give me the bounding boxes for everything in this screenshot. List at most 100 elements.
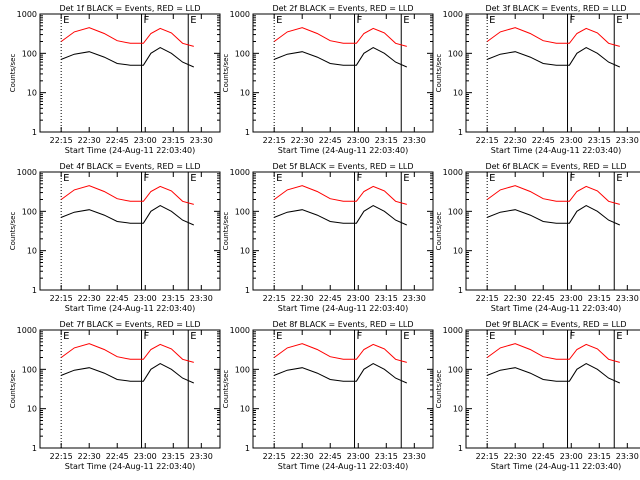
marker-label: E [63, 173, 69, 184]
y-tick-label: 1 [458, 444, 463, 453]
x-tick-label: 23:30 [403, 294, 426, 303]
marker-label: E [489, 173, 495, 184]
x-tick-label: 23:30 [616, 452, 639, 461]
x-tick-label: 22:45 [532, 452, 555, 461]
x-tick-label: 23:15 [162, 294, 185, 303]
marker-label: F [357, 331, 363, 342]
y-tick-label: 1 [458, 286, 463, 295]
y-tick-label: 100 [235, 365, 250, 374]
series-line-events [274, 47, 408, 68]
x-tick-label: 22:15 [50, 136, 73, 145]
marker-label: F [570, 173, 576, 184]
series-line-lld [273, 27, 407, 47]
x-tick-label: 23:15 [375, 136, 398, 145]
x-tick-label: 23:15 [588, 452, 611, 461]
plot-frame [39, 329, 221, 449]
series-line-lld [273, 343, 407, 363]
x-tick-label: 23:30 [190, 452, 213, 461]
marker-label: F [357, 173, 363, 184]
series-line-lld [60, 343, 194, 363]
x-tick-label: 23:00 [134, 452, 157, 461]
marker-label: F [357, 15, 363, 26]
marker-label: E [190, 15, 196, 26]
y-tick-label: 100 [22, 207, 37, 216]
marker-label: F [144, 15, 150, 26]
series-line-lld [486, 185, 620, 205]
marker-label: E [489, 15, 495, 26]
marker-label: E [276, 173, 282, 184]
y-tick-label: 100 [448, 207, 463, 216]
x-axis-label: Start Time (24-Aug-11 22:03:40) [278, 304, 409, 313]
marker-label: E [616, 173, 622, 184]
panel-title: Det 8f BLACK = Events, RED = LLD [272, 320, 413, 329]
y-tick-label: 1 [32, 128, 37, 137]
x-tick-label: 22:15 [476, 452, 499, 461]
x-tick-label: 23:15 [375, 294, 398, 303]
series-line-lld [486, 343, 620, 363]
x-tick-label: 23:30 [403, 452, 426, 461]
y-tick-label: 1000 [230, 326, 250, 335]
x-tick-label: 23:15 [588, 294, 611, 303]
y-tick-label: 10 [453, 247, 463, 256]
marker-label: E [403, 15, 409, 26]
panel-det-4: Det 4f BLACK = Events, RED = LLD 1 10 100 10… [9, 162, 221, 313]
x-tick-label: 23:15 [162, 136, 185, 145]
marker-label: E [276, 15, 282, 26]
plot-frame [252, 329, 434, 449]
x-tick-label: 23:30 [616, 294, 639, 303]
panel-det-8: Det 8f BLACK = Events, RED = LLD 1 10 100 10… [222, 320, 434, 471]
y-axis-label: Counts/sec [435, 54, 443, 93]
series-line-events [61, 363, 195, 384]
y-tick-label: 1000 [443, 326, 463, 335]
y-tick-label: 10 [27, 247, 37, 256]
panel-det-1: Det 1f BLACK = Events, RED = LLD 1 10 100 10… [9, 4, 221, 155]
series-line-events [61, 205, 195, 226]
x-tick-label: 23:00 [134, 294, 157, 303]
y-tick-label: 100 [448, 49, 463, 58]
panel-det-2: Det 2f BLACK = Events, RED = LLD 1 10 100 10… [222, 4, 434, 155]
y-axis-label: Counts/sec [222, 54, 230, 93]
panel-title: Det 9f BLACK = Events, RED = LLD [485, 320, 626, 329]
panel-title: Det 2f BLACK = Events, RED = LLD [272, 4, 413, 13]
plot-frame [465, 171, 640, 291]
x-tick-label: 23:00 [560, 452, 583, 461]
y-tick-label: 10 [240, 405, 250, 414]
x-tick-label: 22:45 [106, 452, 129, 461]
y-tick-label: 1 [32, 444, 37, 453]
series-line-events [274, 363, 408, 384]
y-axis-label: Counts/sec [435, 212, 443, 251]
y-tick-label: 10 [240, 247, 250, 256]
panel-det-7: Det 7f BLACK = Events, RED = LLD 1 10 100 10… [9, 320, 221, 471]
x-axis-label: Start Time (24-Aug-11 22:03:40) [491, 304, 622, 313]
x-tick-label: 23:00 [134, 136, 157, 145]
panel-title: Det 4f BLACK = Events, RED = LLD [59, 162, 200, 171]
x-tick-label: 23:00 [560, 294, 583, 303]
x-tick-label: 22:30 [291, 294, 314, 303]
x-axis-label: Start Time (24-Aug-11 22:03:40) [65, 304, 196, 313]
x-tick-label: 23:30 [190, 294, 213, 303]
x-tick-label: 22:30 [78, 294, 101, 303]
x-axis-label: Start Time (24-Aug-11 22:03:40) [65, 146, 196, 155]
x-tick-label: 22:15 [263, 136, 286, 145]
marker-label: E [489, 331, 495, 342]
y-axis-label: Counts/sec [435, 370, 443, 409]
x-tick-label: 22:15 [50, 294, 73, 303]
x-axis-label: Start Time (24-Aug-11 22:03:40) [278, 462, 409, 471]
y-tick-label: 1000 [17, 326, 37, 335]
x-tick-label: 22:30 [504, 294, 527, 303]
x-tick-label: 22:45 [106, 136, 129, 145]
x-tick-label: 22:15 [263, 452, 286, 461]
marker-label: F [144, 331, 150, 342]
plot-frame [39, 13, 221, 133]
x-tick-label: 23:30 [616, 136, 639, 145]
marker-label: F [144, 173, 150, 184]
x-tick-label: 22:15 [476, 136, 499, 145]
marker-label: F [570, 15, 576, 26]
y-tick-label: 1000 [230, 168, 250, 177]
plot-frame [465, 13, 640, 133]
series-line-events [274, 205, 408, 226]
x-tick-label: 22:45 [106, 294, 129, 303]
marker-label: E [63, 15, 69, 26]
panel-det-6: Det 6f BLACK = Events, RED = LLD 1 10 100 10… [435, 162, 640, 313]
x-tick-label: 22:30 [504, 136, 527, 145]
